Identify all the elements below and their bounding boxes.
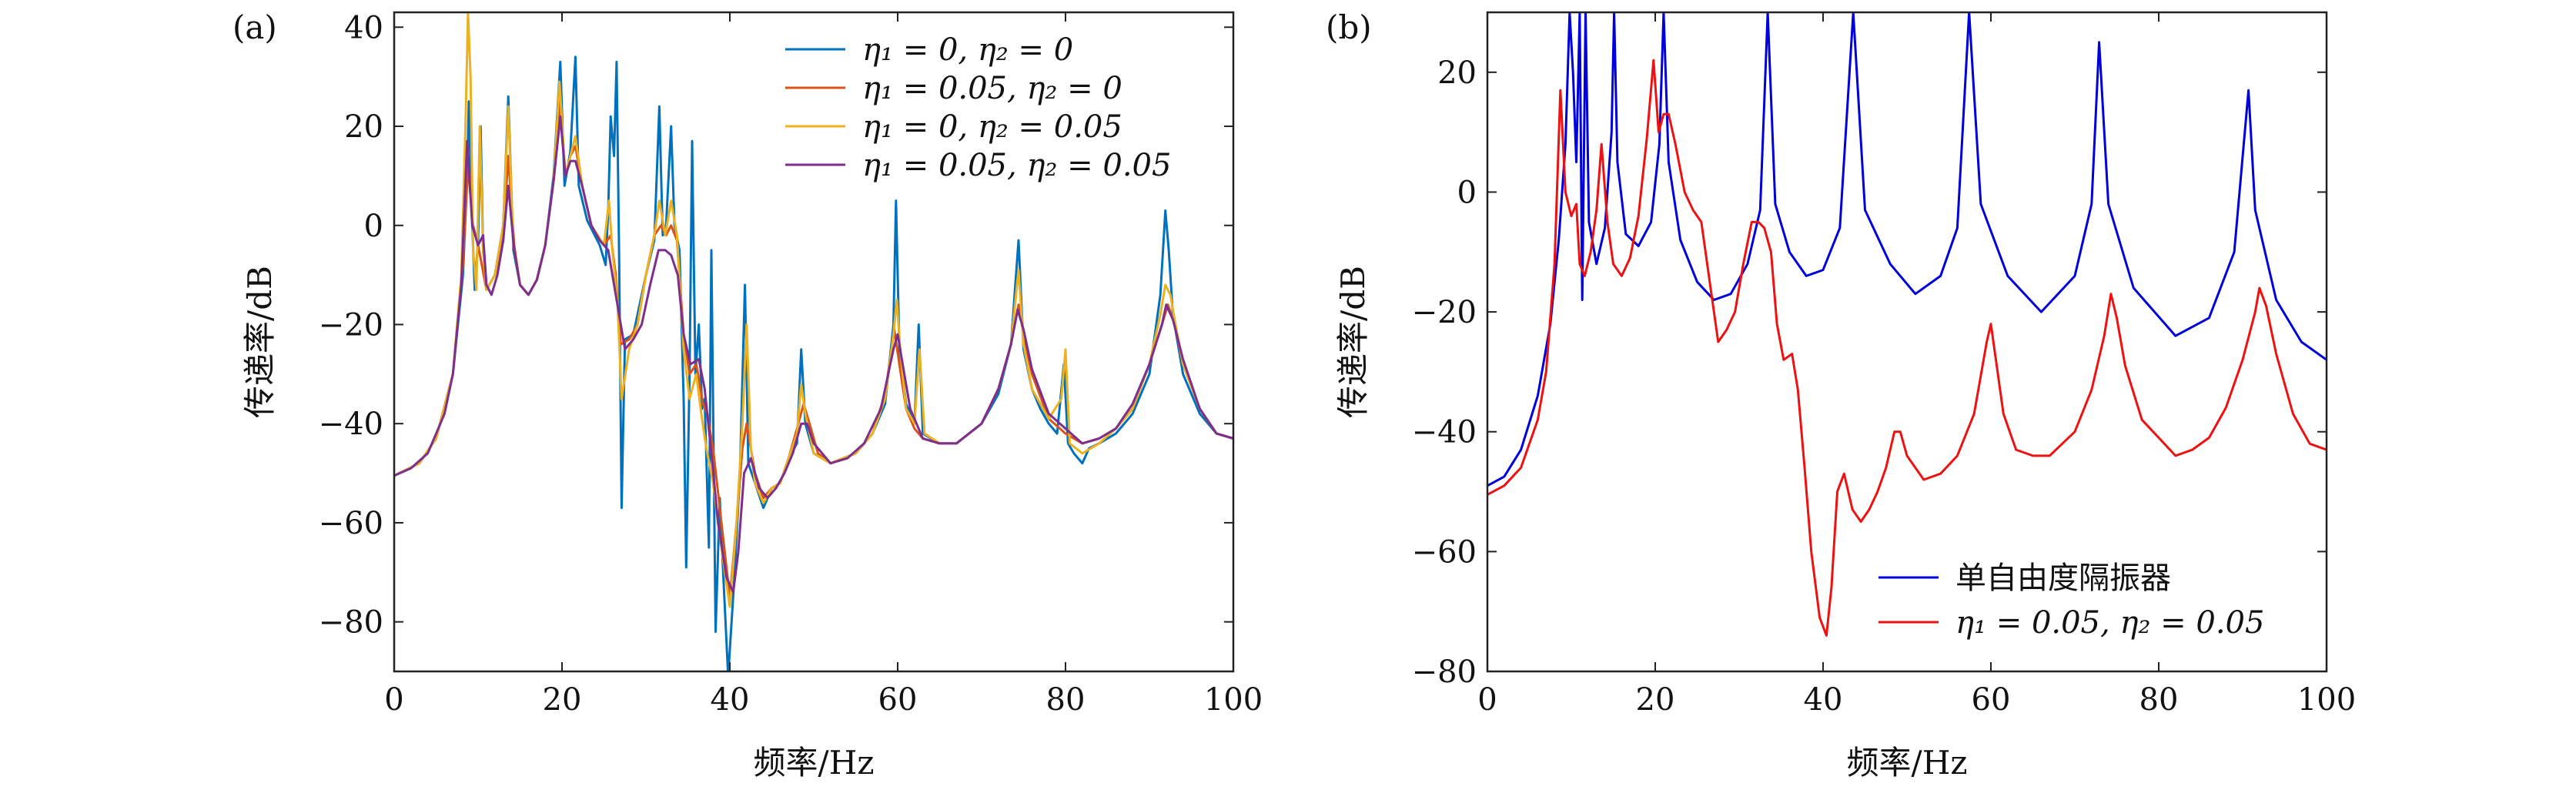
panel-b-xtick-label: 60 <box>1972 682 2011 718</box>
panel-b: (b) 0 20 40 60 80 100 −80 −60 −40 −20 0 20 频率/Hz 传递… <box>1326 8 2356 782</box>
panel-a-xtick-label: 40 <box>711 682 750 718</box>
panel-a-axis-ticks: 0 20 40 60 80 100 −80 −60 −40 −20 0 20 40 <box>319 10 1263 718</box>
panel-b-ytick-label: −80 <box>1412 654 1477 690</box>
panel-b-ylabel: 传递率/dB <box>1334 266 1372 418</box>
panel-a-xlabel: 频率/Hz <box>754 744 875 782</box>
panel-a-legend: η₁ = 0, η₂ = 0 η₁ = 0.05, η₂ = 0 η₁ = 0,… <box>785 32 1171 183</box>
legend-b-label-1: η₁ = 0.05, η₂ = 0.05 <box>1955 605 2264 641</box>
legend-a-label-0: η₁ = 0, η₂ = 0 <box>862 32 1073 68</box>
panel-a-ytick-label: 20 <box>344 109 383 145</box>
panel-b-series-line-1 <box>1487 59 2327 637</box>
panel-b-label: (b) <box>1326 8 1372 46</box>
panel-a-label: (a) <box>233 8 277 46</box>
panel-a-ytick-label: −60 <box>319 506 383 541</box>
panel-b-xtick-label: 20 <box>1636 682 1675 718</box>
panel-b-ytick-label: 0 <box>1457 175 1477 210</box>
panel-a-series-line-3 <box>394 115 1233 594</box>
legend-a-label-3: η₁ = 0.05, η₂ = 0.05 <box>862 148 1171 183</box>
panel-a-ytick-label: −20 <box>319 307 383 343</box>
panel-b-legend: 单自由度隔振器 η₁ = 0.05, η₂ = 0.05 <box>1878 561 2264 641</box>
panel-b-xlabel: 频率/Hz <box>1847 744 1968 782</box>
legend-b-label-0: 单自由度隔振器 <box>1955 561 2171 596</box>
panel-a-xtick-label: 80 <box>1046 682 1086 718</box>
panel-a-series-group <box>394 12 1233 671</box>
panel-b-ytick-label: −40 <box>1412 415 1477 450</box>
panel-b-frame <box>1486 11 2328 673</box>
panel-a-ytick-label: 40 <box>344 10 383 45</box>
panel-b-axis-ticks: 0 20 40 60 80 100 −80 −60 −40 −20 0 20 <box>1412 12 2356 718</box>
panel-b-xtick-label: 80 <box>2139 682 2179 718</box>
panel-b-series-group <box>1487 12 2327 637</box>
panel-a-xtick-label: 60 <box>878 682 918 718</box>
panel-a-ytick-label: −80 <box>319 605 383 641</box>
legend-a-label-1: η₁ = 0.05, η₂ = 0 <box>862 71 1122 106</box>
panel-b-ytick-label: 20 <box>1437 55 1477 91</box>
panel-b-xtick-label: 100 <box>2297 682 2356 718</box>
panel-a-xtick-label: 20 <box>543 682 582 718</box>
panel-a-ytick-label: 0 <box>364 209 383 244</box>
panel-a-xtick-label: 100 <box>1204 682 1263 718</box>
panel-a-ytick-label: −40 <box>319 407 383 442</box>
legend-a-label-2: η₁ = 0, η₂ = 0.05 <box>862 109 1122 145</box>
panel-a-ylabel: 传递率/dB <box>241 266 279 418</box>
panel-b-ytick-label: −20 <box>1412 295 1477 330</box>
panel-a-xtick-label: 0 <box>384 682 403 718</box>
panel-b-xtick-label: 40 <box>1804 682 1843 718</box>
panel-b-xtick-label: 0 <box>1477 682 1497 718</box>
panel-a-frame <box>393 11 1235 673</box>
panel-b-ytick-label: −60 <box>1412 534 1477 570</box>
panel-b-series-line-0 <box>1487 12 2327 487</box>
